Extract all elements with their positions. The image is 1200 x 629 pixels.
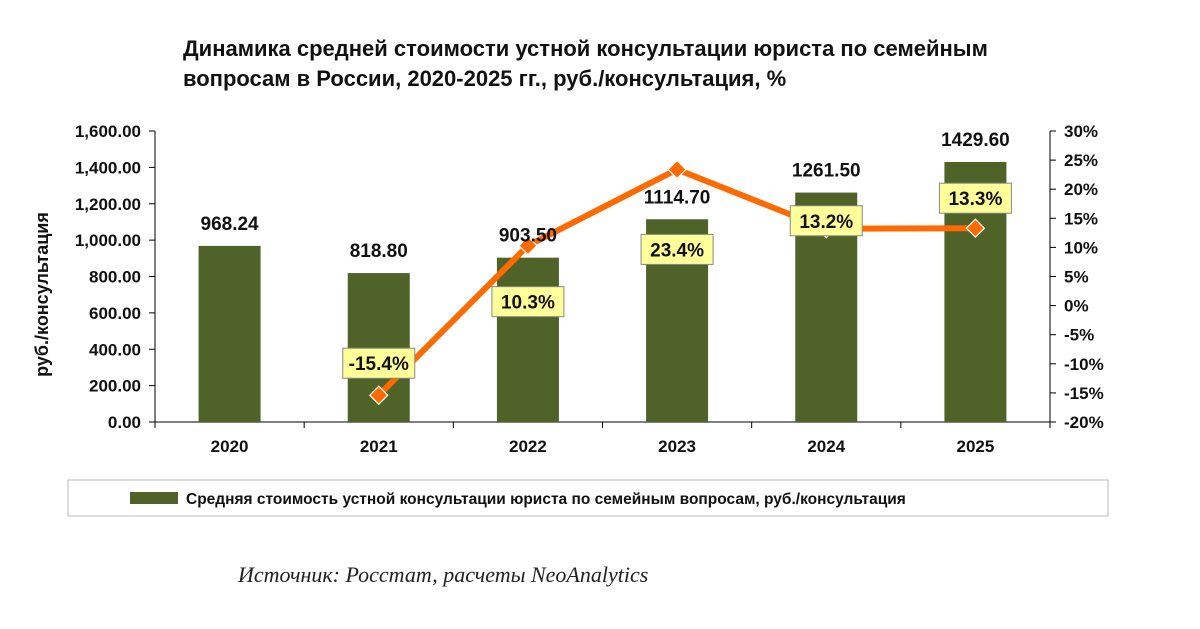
growth-line [368,159,986,406]
legend-swatch [130,492,178,504]
growth-marker-2025 [965,218,986,239]
right-axis-tick-label: -5% [1064,326,1094,345]
right-axis-tick-label: 20% [1064,180,1098,199]
left-axis-title: руб./консультация [32,212,52,377]
left-axis-tick-label: 600.00 [89,304,141,323]
bar-2022 [496,257,559,422]
left-axis-tick-label: 1,000.00 [75,231,141,250]
legend: Средняя стоимость устной консультации юр… [67,479,1109,517]
axes: 0.00 200.00 400.00 600.00 800.00 1,000.00 1,20… [32,122,1104,456]
right-axis-tick-label: 30% [1064,122,1098,141]
left-axis-tick-label: 800.00 [89,268,141,287]
x-axis-tick-label: 2023 [658,437,696,456]
chart-title-line-1: Динамика средней стоимости устной консул… [183,36,988,61]
growth-label-box [640,233,714,265]
right-axis-tick-label: -10% [1064,355,1104,374]
growth-label-box [491,286,565,318]
right-axis-tick-label: -15% [1064,384,1104,403]
x-axis-tick-label: 2025 [957,437,995,456]
growth-marker-2023 [667,159,687,180]
left-axis-tick-label: 1,200.00 [75,195,141,214]
x-axis-tick-label: 2024 [807,437,845,456]
growth-marker-2021 [368,385,389,406]
growth-label: 10.3% [501,293,555,314]
data-labels: 968.24 818.80 903.50 1114.70 1261.50 1429.60 -… [201,130,1012,379]
x-axis-tick-label: 2022 [509,437,547,456]
left-axis-tick-label: 1,600.00 [75,122,141,141]
right-axis-tick-label: 0% [1064,297,1089,316]
right-axis-tick-label: 10% [1064,238,1098,257]
x-axis-tick-label: 2021 [360,437,398,456]
bar-value-label: 903.50 [499,226,557,247]
right-axis-tick-label: 25% [1064,151,1098,170]
growth-label-box [938,182,1012,214]
growth-label-box [789,205,863,237]
left-axis-tick-label: 200.00 [89,377,141,396]
growth-marker-2022 [518,235,538,256]
right-axis-tick-label: 15% [1064,209,1098,228]
chart-title: Динамика средней стоимости устной консул… [183,34,1143,94]
right-axis-tick-label: -20% [1064,413,1104,432]
source-note: Источник: Росстат, расчеты NeoAnalytics [238,562,649,587]
left-axis-tick-label: 0.00 [108,413,141,432]
x-axis-tick-label: 2020 [211,437,249,456]
left-axis-tick-label: 1,400.00 [75,158,141,177]
bar-value-label: 818.80 [350,241,408,262]
legend-box [67,479,1109,517]
bar-value-label: 968.24 [201,214,260,235]
growth-label: 23.4% [650,240,704,261]
legend-label: Средняя стоимость устной консультации юр… [186,491,906,508]
growth-label: 13.3% [948,189,1002,210]
bars [198,161,1007,422]
growth-label: -15.4% [349,354,409,375]
chart-title-line-2: вопросам в России, 2020-2025 гг., руб./к… [183,66,787,91]
bar-value-label: 1261.50 [792,161,861,182]
bar-2020 [198,245,261,422]
growth-label-box [342,347,416,379]
growth-label: 13.2% [799,212,853,233]
right-axis-tick-label: 5% [1064,268,1089,287]
bar-value-label: 1114.70 [644,187,711,208]
left-axis-tick-label: 400.00 [89,340,141,359]
bar-value-label: 1429.60 [941,130,1010,151]
